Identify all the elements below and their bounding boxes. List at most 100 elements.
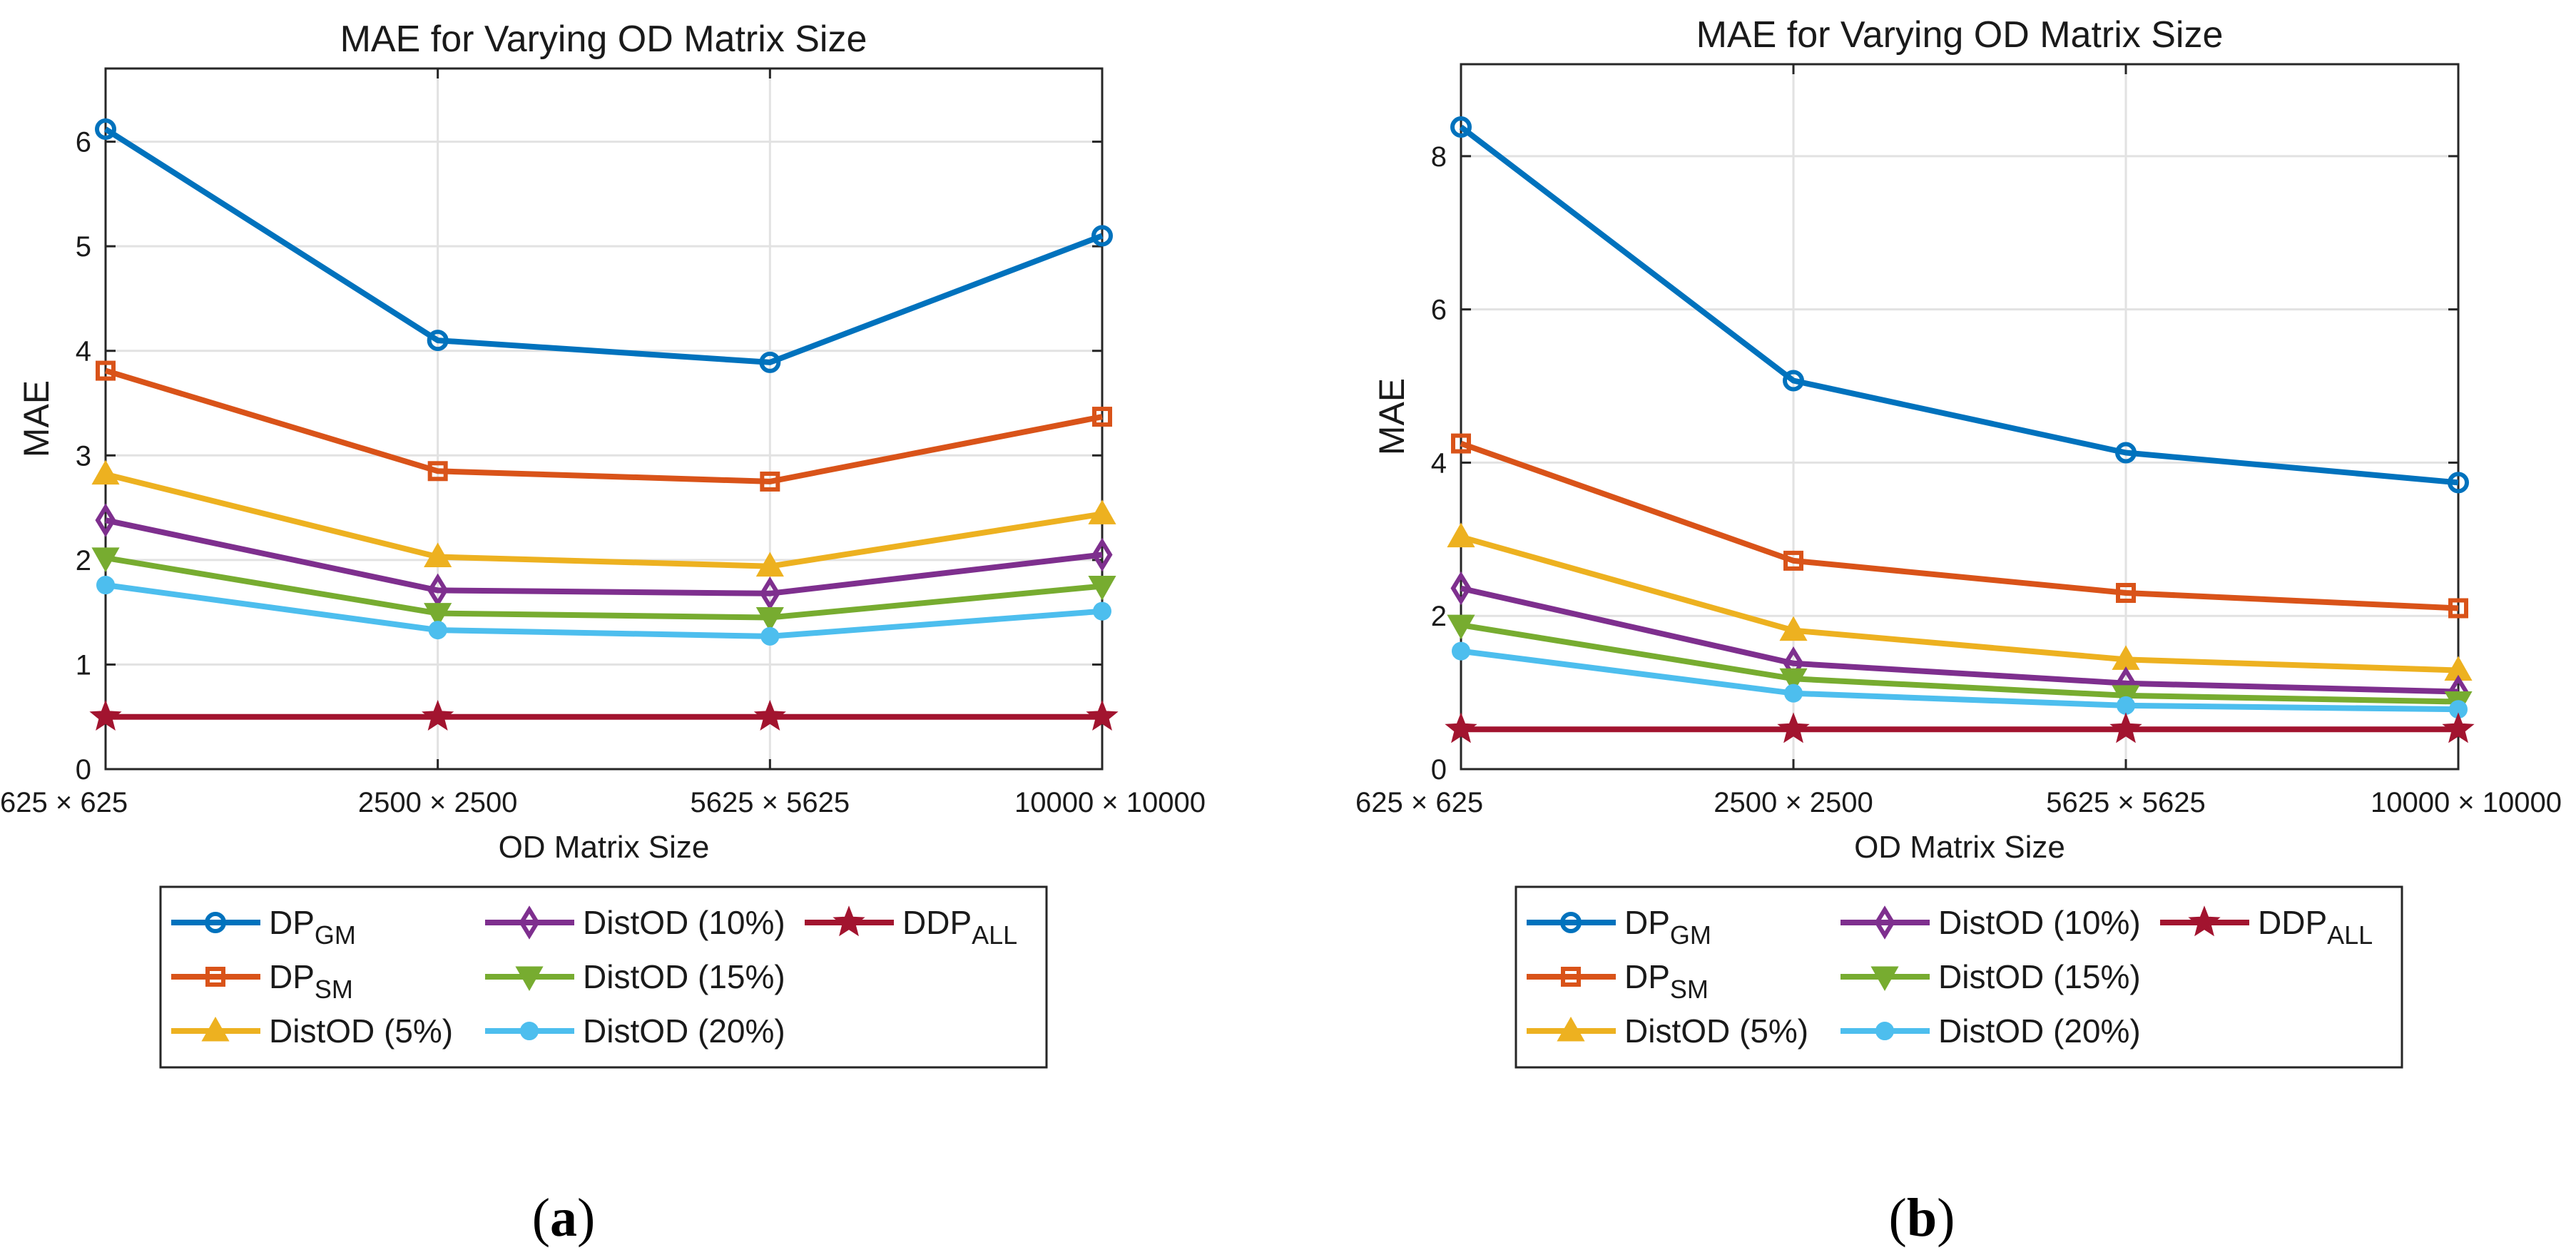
data-point [760,626,780,646]
data-point [1451,433,1471,454]
x-tick-label: 5625 × 5625 [691,787,850,818]
chart-panel-a: 0 1 2 3 4 5 6 625 × 625 2500 × 2500 5625 × 5625 10… [0,19,1206,1248]
data-point [2115,442,2137,464]
data-point [422,699,454,731]
x-tick-label: 2500 × 2500 [1714,787,1873,818]
data-point [424,542,452,567]
legend-label: DistOD (15%) [1938,958,2141,995]
series-4 [91,547,1116,632]
x-tick-label: 10000 × 10000 [1014,787,1206,818]
legend-marker [205,967,225,987]
chart-panel-b: 0 2 4 6 8 625 × 625 2500 × 2500 5625 × 5625 1000… [1355,14,2562,1248]
x-tick-label: 625 × 625 [1355,787,1483,818]
legend-entry-2: DistOD (5%) [1527,1012,1808,1050]
data-point [1088,499,1116,524]
legend-label: DPGM [269,904,356,950]
x-tick-label: 2500 × 2500 [358,787,518,818]
legend-entry-3: DistOD (10%) [485,904,785,941]
legend-marker [515,966,544,992]
y-tick-label: 2 [1431,601,1447,632]
plot-frame [1460,63,2460,771]
series-1 [1451,433,2468,619]
series-line [1460,534,2459,674]
data-point [2448,598,2468,619]
data-point [2116,583,2136,603]
series-line [105,517,1103,596]
data-point [1777,712,1810,743]
legend-marker [1561,967,1581,987]
data-point [91,547,120,572]
data-point [1093,601,1111,621]
series-line [103,126,1104,365]
series-line [105,471,1103,569]
series-line [104,367,1103,484]
data-point [755,606,784,632]
y-tick-label: 0 [76,754,91,786]
legend-label: DistOD (10%) [583,904,785,941]
legend-label: DPGM [1624,904,1711,950]
series-2 [1447,522,2473,681]
series-0 [1450,116,2469,494]
data-point [2442,712,2475,743]
legend-marker [520,1022,539,1040]
legend-marker [1870,966,1899,992]
data-point [1783,370,1804,392]
data-point [1092,407,1112,427]
series-line [1459,124,2459,486]
data-point [753,699,786,731]
data-point [2448,472,2469,494]
data-point [2109,712,2142,743]
series-line [1460,622,2459,705]
series-1 [96,360,1112,492]
y-tick-label: 6 [76,127,91,158]
legend-marker [201,1016,230,1042]
series-6 [1445,712,2475,743]
legend-marker [205,912,226,933]
data-point [1086,699,1119,731]
legend-marker [519,905,540,940]
data-point [427,461,448,482]
legend-label: DistOD (10%) [1938,904,2141,941]
legend-entry-6: DDPALL [805,904,1017,950]
data-point [1779,668,1808,693]
data-point [1452,641,1470,661]
data-point [1091,537,1113,572]
legend-marker [1874,905,1895,940]
series-line [1460,585,2459,695]
legend-entry-4: DistOD (15%) [485,958,785,995]
legend-label: DistOD (15%) [583,958,785,995]
x-axis-label: OD Matrix Size [499,830,710,865]
data-point [759,351,781,373]
data-point [95,118,116,141]
x-tick-label: 625 × 625 [0,787,128,818]
y-axis-label: MAE [1372,378,1412,455]
legend-box [159,885,1048,1069]
legend-entry-5: DistOD (20%) [485,1012,785,1050]
legend-box [1514,885,2403,1069]
legend-entry-1: DPSM [171,958,353,1004]
data-point [1088,576,1116,601]
legend-entry-2: DistOD (5%) [171,1012,453,1050]
data-point [2117,696,2135,715]
y-tick-label: 2 [76,545,91,576]
legend-label: DPSM [269,958,353,1004]
legend-marker [1875,1022,1894,1040]
chart-title: MAE for Varying OD Matrix Size [340,19,867,60]
series-line [1460,648,2459,713]
y-tick-label: 4 [1431,447,1447,479]
y-axis-label: MAE [16,380,56,457]
data-point [91,459,120,485]
y-tick-label: 8 [1431,141,1447,173]
legend-label: DistOD (5%) [269,1012,453,1050]
y-tick-label: 0 [1431,754,1447,786]
data-point [1447,614,1475,640]
data-point [1450,116,1472,138]
data-point [1450,571,1472,606]
series-line [105,554,1103,621]
legend-marker [1560,912,1582,933]
data-point [89,699,122,731]
data-point [759,576,780,611]
legend-marker [833,905,865,937]
data-point [1447,522,1475,548]
